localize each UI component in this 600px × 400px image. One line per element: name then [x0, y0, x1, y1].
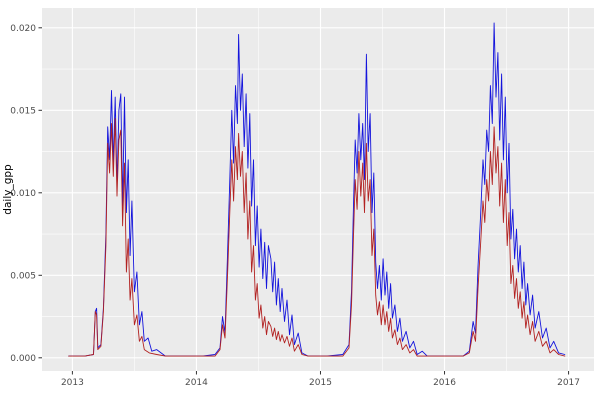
y-axis-tick-label: 0.010	[10, 189, 36, 199]
y-axis-tick-label: 0.015	[10, 106, 36, 116]
y-axis-title: daily_gpp	[2, 164, 14, 215]
series-line-red	[68, 118, 566, 357]
series-line-blue	[68, 22, 566, 357]
x-axis-tick-label: 2017	[557, 378, 580, 388]
y-axis-tick-label: 0.000	[10, 354, 36, 364]
x-axis-tick-label: 2016	[433, 378, 456, 388]
x-axis-tick-label: 2013	[61, 378, 84, 388]
y-axis-tick-label: 0.020	[10, 24, 36, 34]
y-axis-tick-label: 0.005	[10, 271, 36, 281]
x-axis-tick-label: 2014	[185, 378, 208, 388]
x-axis-tick-label: 2015	[309, 378, 332, 388]
